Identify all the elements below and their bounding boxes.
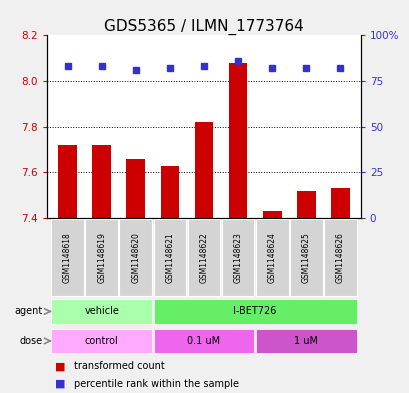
- Bar: [153, 329, 254, 353]
- Bar: [221, 219, 254, 296]
- Text: ■: ■: [55, 361, 66, 371]
- Text: 0.1 uM: 0.1 uM: [187, 336, 220, 346]
- Bar: [119, 219, 152, 296]
- Bar: [160, 165, 179, 218]
- Bar: [85, 219, 118, 296]
- Text: GSM1148622: GSM1148622: [199, 232, 208, 283]
- Text: GSM1148623: GSM1148623: [233, 232, 242, 283]
- Bar: [187, 219, 220, 296]
- Text: 1 uM: 1 uM: [294, 336, 317, 346]
- Text: GSM1148626: GSM1148626: [335, 232, 344, 283]
- Bar: [194, 122, 213, 218]
- Bar: [323, 219, 356, 296]
- Text: GSM1148625: GSM1148625: [301, 232, 310, 283]
- Bar: [262, 211, 281, 218]
- Bar: [255, 219, 288, 296]
- Bar: [58, 145, 77, 218]
- Bar: [296, 191, 315, 218]
- Title: GDS5365 / ILMN_1773764: GDS5365 / ILMN_1773764: [104, 19, 303, 35]
- Text: control: control: [85, 336, 118, 346]
- Bar: [51, 329, 152, 353]
- Bar: [51, 219, 84, 296]
- Text: vehicle: vehicle: [84, 307, 119, 316]
- Bar: [51, 299, 152, 324]
- Text: ■: ■: [55, 379, 66, 389]
- Text: percentile rank within the sample: percentile rank within the sample: [74, 379, 238, 389]
- Text: GSM1148618: GSM1148618: [63, 232, 72, 283]
- Text: transformed count: transformed count: [74, 361, 164, 371]
- Text: GSM1148624: GSM1148624: [267, 232, 276, 283]
- Bar: [92, 145, 111, 218]
- Bar: [126, 159, 145, 218]
- Text: agent: agent: [15, 307, 43, 316]
- Text: GSM1148620: GSM1148620: [131, 232, 140, 283]
- Text: dose: dose: [20, 336, 43, 346]
- Text: GSM1148621: GSM1148621: [165, 232, 174, 283]
- Bar: [289, 219, 322, 296]
- Text: I-BET726: I-BET726: [233, 307, 276, 316]
- Text: GSM1148619: GSM1148619: [97, 232, 106, 283]
- Bar: [255, 329, 356, 353]
- Bar: [330, 188, 349, 218]
- Bar: [228, 63, 247, 218]
- Bar: [153, 299, 356, 324]
- Bar: [153, 219, 186, 296]
